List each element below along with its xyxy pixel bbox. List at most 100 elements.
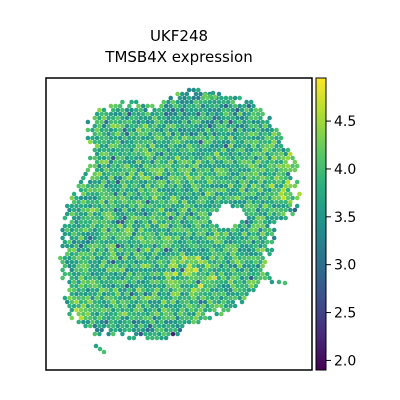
tissue-spot [200, 311, 206, 317]
tissue-spot [214, 135, 219, 141]
tissue-spot [184, 139, 190, 145]
tissue-spot [223, 239, 229, 245]
tissue-spot [230, 179, 236, 185]
tissue-spot [255, 247, 261, 253]
tissue-spot [78, 251, 84, 257]
tissue-spot [97, 275, 102, 281]
tissue-spot [108, 263, 114, 269]
tissue-spot [255, 255, 261, 261]
tissue-spot [186, 159, 192, 165]
tissue-spot [267, 227, 272, 233]
tissue-spot [184, 211, 190, 217]
tissue-spot [166, 171, 171, 177]
tissue-spot [154, 135, 160, 141]
tissue-spot [260, 223, 265, 229]
tissue-spot [154, 231, 160, 237]
tissue-spot [87, 211, 93, 217]
tissue-spot [113, 199, 118, 205]
tissue-spot [133, 171, 139, 177]
tissue-spot [163, 215, 169, 221]
tissue-spot [219, 183, 224, 189]
tissue-spot [129, 219, 134, 225]
tissue-spot [106, 259, 111, 265]
tissue-spot [253, 227, 259, 233]
tissue-spot [81, 311, 86, 317]
tissue-spot [179, 323, 185, 329]
tissue-spot [186, 215, 192, 221]
tissue-spot [207, 155, 213, 161]
tissue-spot [253, 147, 259, 153]
tissue-spot [205, 143, 210, 149]
tissue-spot [235, 283, 240, 289]
tissue-spot [145, 119, 150, 125]
tissue-spot [209, 191, 215, 197]
tissue-spot [212, 251, 217, 257]
tissue-spot [198, 171, 203, 177]
tissue-spot [173, 175, 178, 181]
tissue-spot [127, 111, 132, 117]
tissue-spot [159, 327, 164, 333]
tissue-spot [170, 147, 176, 153]
tissue-spot [108, 119, 114, 125]
tissue-spot [239, 171, 245, 177]
tissue-spot [196, 247, 201, 253]
tissue-spot [232, 95, 238, 101]
tissue-spot [281, 155, 286, 161]
tissue-spot [97, 299, 102, 305]
tissue-spot [101, 107, 107, 113]
tissue-spot [122, 135, 127, 141]
tissue-spot [175, 91, 180, 97]
tissue-spot [92, 331, 98, 337]
tissue-spot [235, 139, 240, 145]
tissue-spot [265, 199, 270, 205]
tissue-spot [168, 159, 173, 165]
tissue-spot [166, 227, 171, 233]
tissue-spot [94, 135, 100, 141]
tissue-spot [251, 127, 256, 133]
tissue-spot [248, 235, 254, 241]
tissue-spot [242, 247, 247, 253]
tissue-spot [200, 143, 206, 149]
tissue-spot [115, 283, 121, 289]
tissue-spot [221, 251, 226, 257]
tissue-spot [288, 175, 293, 181]
tissue-spot [67, 223, 72, 229]
tissue-spot [113, 271, 118, 277]
tissue-spot [246, 111, 252, 117]
tissue-spot [212, 227, 217, 233]
tissue-spot [101, 307, 107, 313]
tissue-spot [255, 167, 261, 173]
tissue-spot [166, 235, 171, 241]
tissue-spot [193, 147, 199, 153]
tissue-spot [163, 303, 169, 309]
tissue-spot [166, 131, 171, 137]
tissue-spot [175, 139, 180, 145]
tissue-spot [193, 195, 199, 201]
tissue-spot [278, 199, 284, 205]
tissue-spot [244, 211, 249, 217]
tissue-spot [276, 139, 282, 145]
tissue-spot [202, 291, 208, 297]
tissue-spot [143, 131, 148, 137]
tissue-spot [207, 211, 213, 217]
tissue-spot [267, 179, 272, 185]
tissue-spot [90, 239, 95, 245]
tissue-spot [78, 243, 84, 249]
tissue-spot [281, 211, 286, 217]
tissue-spot [260, 255, 265, 261]
tissue-spot [189, 139, 194, 145]
tissue-spot [173, 263, 178, 269]
tissue-spot [184, 267, 190, 273]
tissue-spot [92, 195, 98, 201]
tissue-spot [110, 243, 116, 249]
tissue-spot [177, 143, 183, 149]
tissue-spot [175, 179, 180, 185]
tissue-spot [191, 263, 196, 269]
tissue-spot [168, 319, 173, 325]
tissue-spot [173, 199, 178, 205]
tissue-spot [143, 171, 148, 177]
tissue-spot [159, 247, 164, 253]
tissue-spot [150, 191, 155, 197]
tissue-spot [152, 299, 157, 305]
tissue-spot [209, 135, 215, 141]
